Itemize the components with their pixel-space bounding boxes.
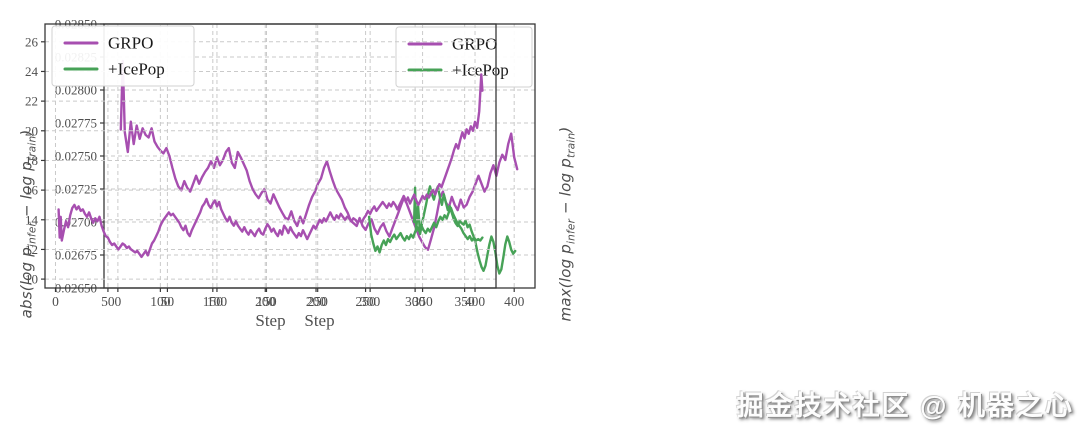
max-chart-canvas: 0 50 100 150 200 250 300 350 4001012141618202224… xyxy=(25,23,497,330)
y-tick-label: 18 xyxy=(25,153,38,168)
y-tick-label: 0.02675 xyxy=(55,248,97,263)
x-tick-label: 300 xyxy=(360,294,381,309)
x-tick-label: 0 xyxy=(52,294,59,309)
x-tick-label: 350 xyxy=(412,294,433,309)
legend-label: +IcePop xyxy=(452,61,509,80)
x-tick-label: 150 xyxy=(256,294,277,309)
ylabel-part-roman: max(log xyxy=(556,253,575,322)
ylabel-part-sub: train xyxy=(565,132,578,159)
x-tick-label: 100 xyxy=(207,294,228,309)
axis-ticks: 0 50 100 150 200 250 300 350 4000.026500.026750.… xyxy=(55,17,525,310)
legend-label: GRPO xyxy=(108,34,153,53)
series-line-icepop xyxy=(412,185,517,275)
ylabel-part-italic: p xyxy=(556,158,575,168)
x-axis-title: Step xyxy=(304,311,334,330)
x-tick-label: 50 xyxy=(101,294,115,309)
y-tick-label: 24 xyxy=(25,64,39,79)
y-tick-label: 0.02775 xyxy=(55,116,97,131)
x-tick-label: 400 xyxy=(504,294,525,309)
y-tick-label: 26 xyxy=(25,34,39,49)
x-tick-label: 400 xyxy=(465,294,486,309)
gridlines xyxy=(45,24,496,288)
ylabel-part-sub: infer xyxy=(565,218,578,244)
x-tick-label: 0 xyxy=(114,294,121,309)
x-tick-label: 300 xyxy=(405,294,426,309)
x-tick-label: 250 xyxy=(308,294,329,309)
y-tick-label: 14 xyxy=(25,212,39,227)
axis-ticks: 0 50 100 150 200 250 300 350 4001012141618202224… xyxy=(25,34,485,309)
y-tick-label: 22 xyxy=(25,94,38,109)
plot-spines xyxy=(44,23,497,289)
series-line-grpo xyxy=(57,73,484,259)
ylabel-part-roman: − log xyxy=(556,167,575,219)
series-line-icepop xyxy=(367,206,484,254)
series-line-grpo xyxy=(119,59,519,251)
ylabel-part-roman: ) xyxy=(556,126,575,133)
x-tick-label: 250 xyxy=(355,294,376,309)
legend-label: +IcePop xyxy=(108,60,165,79)
legend: GRPO +IcePop xyxy=(51,25,195,87)
y-tick-label: 16 xyxy=(25,183,39,198)
x-tick-label: 150 xyxy=(203,294,224,309)
y-tick-label: 0.02750 xyxy=(55,149,97,164)
x-tick-label: 200 xyxy=(255,294,276,309)
x-axis-title: Step xyxy=(255,311,285,330)
watermark: 掘金技术社区 @ 机器之心 xyxy=(736,391,1074,421)
y-tick-label: 12 xyxy=(25,242,38,257)
ylabel-part-italic: p xyxy=(556,243,575,254)
y-tick-label: 10 xyxy=(25,272,38,287)
legend-label: GRPO xyxy=(452,35,497,54)
x-tick-label: 50 xyxy=(161,294,175,309)
x-tick-label: 200 xyxy=(306,294,327,309)
y-tick-label: 0.02725 xyxy=(55,182,97,197)
max-chart-y-axis-label: max(log pinfer − log ptrain) xyxy=(557,127,578,322)
x-tick-label: 100 xyxy=(150,294,171,309)
x-tick-label: 350 xyxy=(455,294,476,309)
y-tick-label: 20 xyxy=(25,123,38,138)
